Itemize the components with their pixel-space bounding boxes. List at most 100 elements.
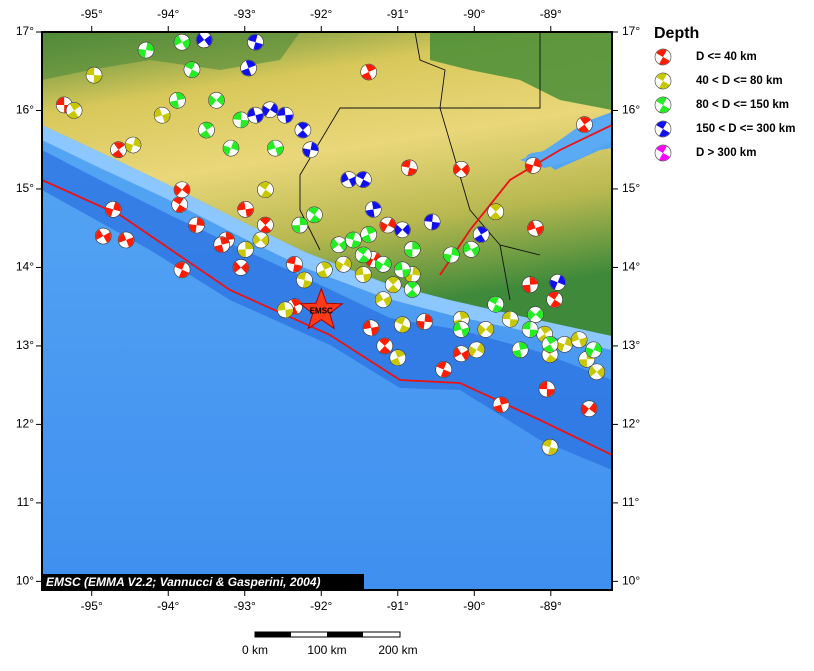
event bbox=[257, 216, 274, 234]
beachball-quadrant bbox=[656, 49, 670, 65]
event bbox=[104, 201, 122, 218]
y-tick-label: 13° bbox=[16, 338, 34, 352]
event bbox=[400, 159, 418, 177]
event bbox=[247, 106, 264, 124]
beachball-quadrant bbox=[105, 202, 121, 217]
beachball-quadrant bbox=[174, 35, 190, 49]
beachball-quadrant bbox=[525, 158, 541, 173]
y-tick-label: 11° bbox=[622, 495, 639, 509]
beachball-quadrant bbox=[302, 142, 319, 158]
beachball-quadrant bbox=[253, 234, 269, 246]
beachball-quadrant bbox=[395, 317, 410, 333]
event bbox=[452, 345, 470, 363]
legend: Depth D <= 40 km 40 < D <= 80 km 80 < D <=… bbox=[654, 25, 795, 162]
event bbox=[374, 291, 392, 308]
event bbox=[360, 226, 377, 243]
beachball-quadrant bbox=[522, 277, 538, 293]
beachball-quadrant bbox=[406, 281, 418, 298]
event bbox=[524, 157, 542, 174]
beachball-quadrant bbox=[95, 229, 111, 243]
beachball-quadrant bbox=[490, 204, 502, 220]
beachball-quadrant bbox=[259, 217, 271, 233]
event bbox=[277, 301, 294, 319]
legend-symbol bbox=[654, 96, 672, 114]
event bbox=[394, 261, 411, 279]
event bbox=[173, 181, 191, 199]
beachball-quadrant bbox=[361, 226, 376, 243]
beachball-quadrant bbox=[247, 107, 264, 123]
beachball-quadrant bbox=[173, 197, 187, 213]
event bbox=[85, 66, 103, 84]
beachball-quadrant bbox=[474, 226, 488, 243]
y-tick-label: 10° bbox=[622, 574, 640, 588]
event bbox=[232, 259, 250, 276]
beachball-quadrant bbox=[404, 266, 420, 283]
event bbox=[277, 106, 294, 124]
event bbox=[588, 363, 605, 381]
beachball-quadrant bbox=[233, 261, 249, 274]
beachball-quadrant bbox=[237, 201, 254, 217]
event bbox=[237, 241, 254, 258]
beachball-quadrant bbox=[208, 94, 225, 107]
beachball-quadrant bbox=[361, 64, 376, 80]
axes: -95° -95° -94° -94° -93° -93° -92° -92° -91° -91°… bbox=[16, 7, 641, 613]
beachball-quadrant bbox=[67, 102, 81, 119]
beachball-quadrant bbox=[390, 350, 405, 366]
beachball-quadrant bbox=[478, 323, 494, 336]
beachball-quadrant bbox=[379, 338, 391, 354]
x-tick-label: -92° bbox=[310, 7, 332, 21]
beachball-quadrant bbox=[375, 292, 391, 307]
beachball-quadrant bbox=[571, 332, 587, 347]
legend-symbol bbox=[654, 120, 672, 138]
x-tick-label: -91° bbox=[387, 7, 409, 21]
event bbox=[237, 201, 254, 218]
beachball-quadrant bbox=[185, 62, 199, 78]
legend-label: D <= 40 km bbox=[696, 51, 757, 63]
event bbox=[195, 31, 213, 49]
beachball-quadrant bbox=[375, 257, 391, 271]
beachball-quadrant bbox=[335, 257, 352, 271]
lowland bbox=[430, 32, 612, 110]
beachball-quadrant bbox=[468, 343, 485, 357]
event bbox=[394, 221, 411, 239]
beachball-quadrant bbox=[463, 242, 479, 257]
beachball-quadrant bbox=[125, 137, 141, 153]
x-tick-label: -94° bbox=[157, 7, 179, 21]
event bbox=[374, 256, 392, 273]
x-tick-label: -90° bbox=[463, 599, 485, 613]
event bbox=[360, 63, 377, 81]
scale-bar-segment bbox=[255, 632, 291, 637]
event bbox=[316, 261, 333, 279]
trench bbox=[42, 179, 612, 456]
event bbox=[501, 310, 519, 328]
beachball-quadrant bbox=[556, 337, 573, 352]
beachball-quadrant bbox=[317, 262, 332, 278]
event bbox=[294, 121, 312, 139]
event bbox=[291, 216, 309, 234]
event bbox=[546, 291, 563, 308]
legend-label: 150 < D <= 300 km bbox=[696, 123, 795, 135]
beachball-quadrant bbox=[589, 365, 605, 378]
fault bbox=[439, 124, 612, 276]
event bbox=[394, 316, 411, 334]
event bbox=[183, 61, 201, 78]
event bbox=[452, 321, 470, 338]
x-tick-label: -93° bbox=[234, 7, 256, 21]
y-tick-label: 16° bbox=[16, 103, 34, 117]
beachball-quadrant bbox=[387, 277, 399, 293]
y-tick-label: 14° bbox=[16, 260, 34, 274]
beachball-quadrant bbox=[169, 92, 185, 108]
beachball-quadrant bbox=[241, 60, 256, 76]
event bbox=[389, 349, 407, 366]
event bbox=[261, 101, 279, 118]
event bbox=[340, 171, 358, 188]
event bbox=[257, 181, 274, 199]
event bbox=[213, 236, 231, 253]
beachball-quadrant bbox=[356, 171, 371, 188]
beachball-quadrant bbox=[154, 108, 170, 123]
beachball-quadrant bbox=[453, 163, 469, 176]
scale-label: 200 km bbox=[378, 643, 417, 657]
legend-label: 80 < D <= 150 km bbox=[696, 99, 789, 111]
event bbox=[541, 438, 559, 456]
beachball-quadrant bbox=[189, 217, 205, 233]
